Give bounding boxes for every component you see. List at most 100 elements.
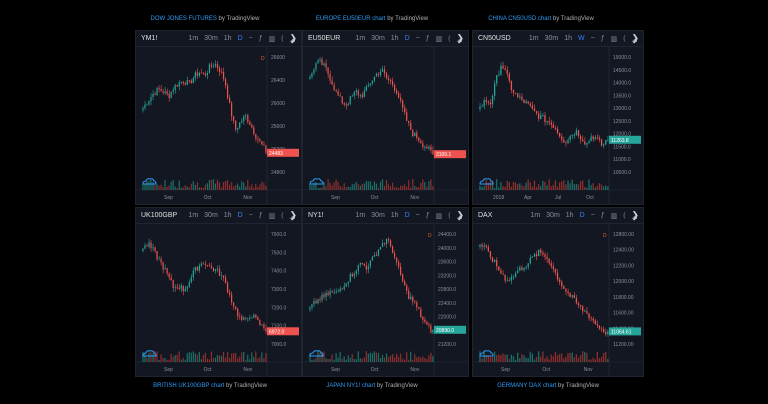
compare-icon[interactable]: ◢ [456, 35, 462, 43]
volume-bar [142, 184, 144, 190]
timeframe-ƒ[interactable]: ƒ [425, 212, 430, 219]
timeframe-1h[interactable]: 1h [390, 35, 399, 42]
interval-selector[interactable]: D [237, 212, 243, 219]
volume-bar [367, 181, 369, 190]
caption-link[interactable]: JAPAN NY1! chart [326, 383, 376, 389]
volume-bar [430, 352, 432, 362]
timeframe-30m[interactable]: 30m [204, 212, 218, 219]
chevron-right-icon[interactable]: ❯ [456, 210, 464, 220]
timeframe-30m[interactable]: 30m [546, 212, 560, 219]
chart-panel-dax[interactable]: DAX 1m 30m 1h D − ƒ ▥ ⟮ ◢ ❯ 12800.00 12400.00 12200.0… [472, 207, 644, 377]
interval-selector[interactable]: D [579, 212, 585, 219]
volume-bar [200, 359, 202, 362]
interval-selector[interactable]: D [404, 212, 410, 219]
timeframe-30m[interactable]: 30m [204, 35, 218, 42]
timeframe-−[interactable]: − [248, 212, 253, 219]
compare-icon[interactable]: ◢ [456, 212, 462, 220]
timeframe-1h[interactable]: 1h [564, 35, 573, 42]
volume-bar [525, 357, 527, 362]
chart-type-icon[interactable]: ▥ [268, 35, 276, 43]
compare-icon[interactable]: ◢ [289, 35, 295, 43]
timeframe-30m[interactable]: 30m [544, 35, 559, 42]
caption-link[interactable]: DOW JONES FUTURES [150, 16, 217, 22]
chart-type-icon[interactable]: ▥ [610, 35, 618, 43]
compare-icon[interactable]: ◢ [631, 35, 637, 43]
candle-body [426, 146, 428, 149]
caption-link[interactable]: CHINA CN50USD chart [488, 16, 552, 22]
timeframe-−[interactable]: − [415, 35, 420, 42]
fullscreen-icon[interactable]: ⟮ [448, 211, 451, 219]
volume-bar [400, 353, 402, 362]
timeframe-1m[interactable]: 1m [355, 212, 366, 219]
timeframe-1h[interactable]: 1h [223, 212, 232, 219]
fullscreen-icon[interactable]: ⟮ [281, 34, 284, 42]
timeframe-1m[interactable]: 1m [528, 35, 539, 42]
caption-link[interactable]: EUROPE EU50EUR chart [315, 16, 386, 22]
timeframe-1m[interactable]: 1m [188, 212, 199, 219]
timeframe-ƒ[interactable]: ƒ [600, 35, 605, 42]
volume-bar [510, 354, 513, 362]
fullscreen-icon[interactable]: ⟮ [623, 211, 626, 219]
chart-type-icon[interactable]: ▥ [610, 212, 618, 220]
caption-dax[interactable]: GERMANY DAX chart by TradingView [497, 383, 599, 389]
volume-bar [148, 181, 150, 190]
symbol-label[interactable]: DAX [478, 212, 493, 219]
fullscreen-icon[interactable]: ⟮ [448, 34, 451, 42]
compare-icon[interactable]: ◢ [631, 212, 637, 220]
caption-ny1[interactable]: JAPAN NY1! chart by TradingView [326, 383, 418, 389]
timeframe-1m[interactable]: 1m [530, 212, 541, 219]
caption-uk100[interactable]: BRITISH UK100GBP chart by TradingView [153, 383, 267, 389]
chart-panel-uk100[interactable]: UK100GBP 1m 30m 1h D − ƒ ▥ ⟮ ◢ ❯ 7600.0 7500.0 7400.0… [135, 207, 302, 377]
y-tick-label: 23600.0 [438, 260, 456, 266]
timeframe-30m[interactable]: 30m [371, 35, 385, 42]
interval-selector[interactable]: D [237, 35, 243, 42]
candle-body [592, 318, 594, 321]
caption-cn50[interactable]: CHINA CN50USD chart by TradingView [488, 16, 594, 22]
volume-bar [531, 353, 534, 362]
fullscreen-icon[interactable]: ⟮ [623, 34, 626, 42]
chevron-right-icon[interactable]: ❯ [456, 33, 464, 43]
symbol-label[interactable]: YM1! [141, 35, 158, 42]
timeframe-ƒ[interactable]: ƒ [600, 212, 605, 219]
timeframe-ƒ[interactable]: ƒ [258, 35, 263, 42]
timeframe-−[interactable]: − [415, 212, 420, 219]
timeframe-1m[interactable]: 1m [355, 35, 366, 42]
chart-panel-ym[interactable]: YM1!1m30m1hD−ƒ▥⟮◢❯2660026400260002560025… [135, 30, 302, 205]
volume-bar [603, 353, 605, 362]
caption-dow[interactable]: DOW JONES FUTURES by TradingView [150, 16, 260, 22]
timeframe-−[interactable]: − [590, 212, 595, 219]
timeframe-1h[interactable]: 1h [223, 35, 232, 42]
timeframe-30m[interactable]: 30m [371, 212, 385, 219]
chart-panel-ny1[interactable]: NY1! 1m 30m 1h D − ƒ ▥ ⟮ ◢ ❯ 24400.0 24000.0 23600.0 2… [302, 207, 469, 377]
chart-panel-eu50[interactable]: EU50EUR 1m 30m 1h D − ƒ ▥ ⟮ ◢ ❯ Sep Oct Nov 3100.1 [302, 30, 469, 205]
timeframe-−[interactable]: − [248, 35, 253, 42]
chevron-right-icon[interactable]: ❯ [289, 33, 297, 43]
candle-body [347, 281, 349, 284]
fullscreen-icon[interactable]: ⟮ [281, 211, 284, 219]
symbol-label[interactable]: CN50USD [478, 35, 511, 42]
symbol-label[interactable]: EU50EUR [308, 35, 341, 42]
caption-eu50[interactable]: EUROPE EU50EUR chart by TradingView [315, 16, 429, 22]
interval-selector[interactable]: W [578, 35, 585, 42]
chart-type-icon[interactable]: ▥ [435, 212, 443, 220]
timeframe-ƒ[interactable]: ƒ [425, 35, 430, 42]
timeframe-1h[interactable]: 1h [390, 212, 399, 219]
symbol-label[interactable]: NY1! [308, 212, 324, 219]
chart-type-icon[interactable]: ▥ [435, 35, 443, 43]
symbol-label[interactable]: UK100GBP [141, 212, 178, 219]
timeframe-1h[interactable]: 1h [565, 212, 574, 219]
timeframe-−[interactable]: − [590, 35, 595, 42]
candle-body [319, 59, 321, 61]
chevron-right-icon[interactable]: ❯ [289, 210, 297, 220]
chart-panel-cn50[interactable]: CN50USD 1m 30m 1h W − ƒ ▥ ⟮ ◢ ❯ 15000.0 14500.0 14000… [472, 30, 644, 205]
caption-link[interactable]: GERMANY DAX chart [497, 383, 557, 389]
volume-bar [567, 353, 569, 362]
compare-icon[interactable]: ◢ [289, 212, 295, 220]
timeframe-1m[interactable]: 1m [188, 35, 199, 42]
interval-selector[interactable]: D [404, 35, 410, 42]
chart-type-icon[interactable]: ▥ [268, 212, 276, 220]
timeframe-ƒ[interactable]: ƒ [258, 212, 263, 219]
caption-link[interactable]: BRITISH UK100GBP chart [153, 383, 225, 389]
chevron-right-icon[interactable]: ❯ [631, 210, 639, 220]
chevron-right-icon[interactable]: ❯ [631, 33, 639, 43]
